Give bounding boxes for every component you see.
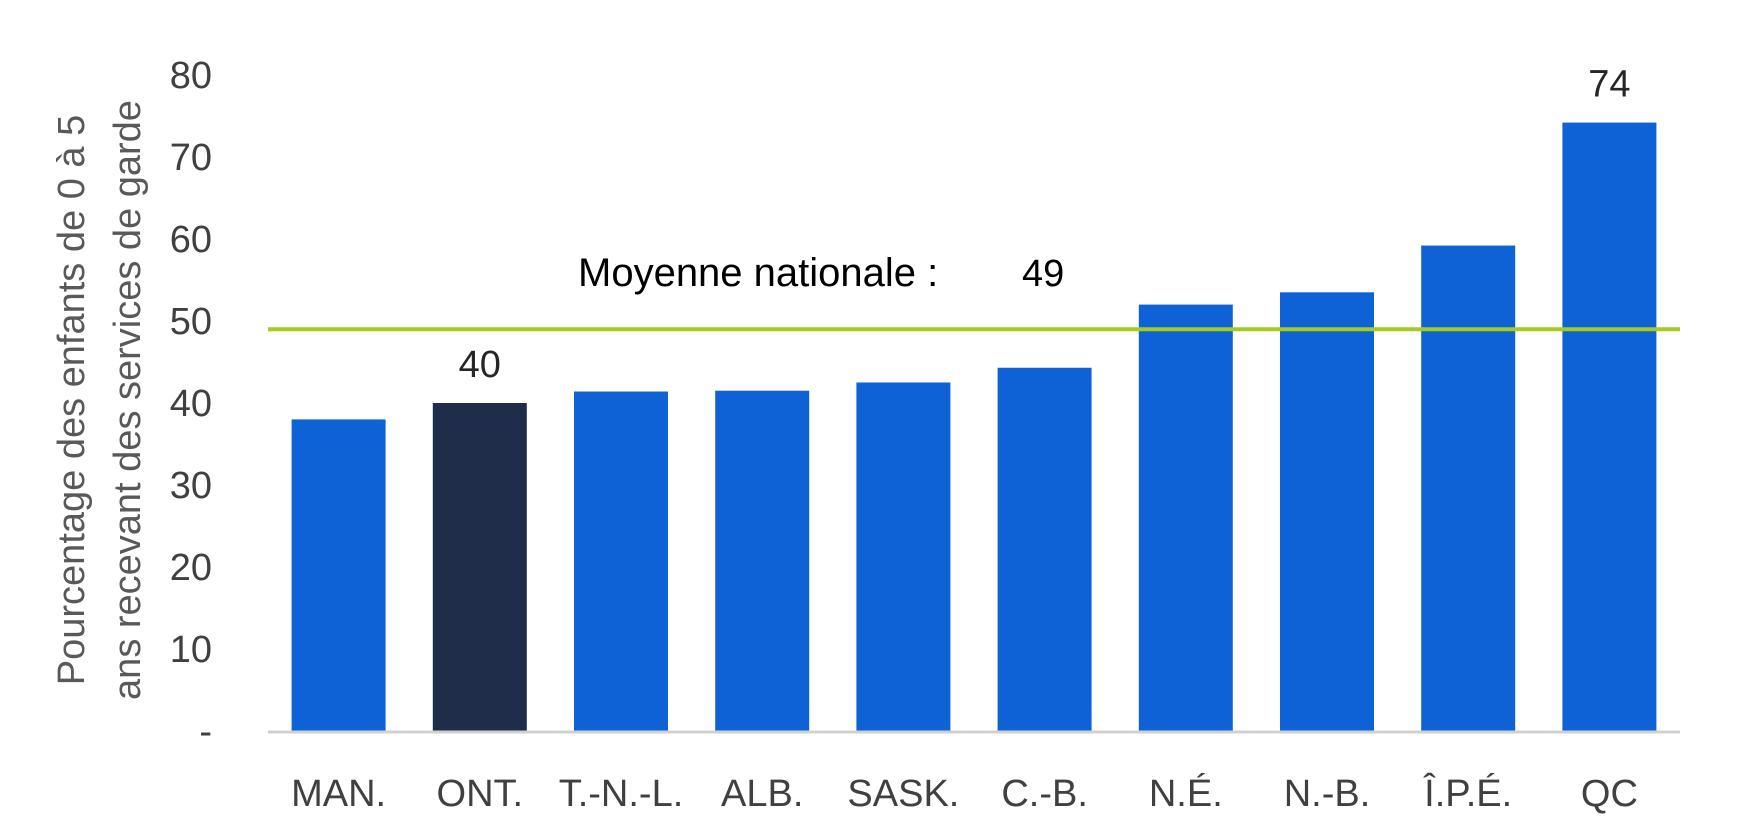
y-tick-label: 60 [170,219,212,261]
x-axis-categories: MAN. ONT. T.-N.-L. ALB. SASK. C.-B. N.É. N.-B. Î… [291,772,1638,815]
x-tick-label: N.É. [1149,772,1223,815]
bar-n [1138,304,1233,731]
x-tick-label: N.-B. [1284,773,1371,815]
x-tick-label: MAN. [291,773,386,815]
y-tick-label: 80 [170,55,212,97]
bar-c-b [997,367,1092,731]
x-tick-label: C.-B. [1001,773,1088,815]
bar-alb [715,390,810,731]
bar-qc [1562,122,1657,731]
reference-line-label: Moyenne nationale : [578,251,938,295]
bar-p [1421,245,1516,731]
bar-sask [856,382,951,731]
y-tick-label: - [199,711,212,753]
bar-n-b [1280,292,1374,731]
y-tick-label: 10 [170,629,212,671]
y-axis-title-line-1: Pourcentage des enfants de 0 à 5 [51,115,93,685]
y-tick-label: 30 [170,465,212,507]
data-label: 40 [459,344,501,386]
bar-man [291,419,386,731]
y-tick-label: 70 [170,137,212,179]
y-axis-ticks: - 10 20 30 40 50 60 70 80 [170,55,212,753]
data-label: 74 [1588,64,1630,106]
data-labels: 40 74 [459,64,1631,386]
reference-line-group: Moyenne nationale : 49 [268,251,1680,332]
bar-ont [432,403,527,731]
x-tick-label: ALB. [721,773,803,815]
y-axis-title-line-2: ans recevant des services de garde [107,100,149,700]
bar-t-n-l [574,391,668,731]
y-tick-label: 20 [170,547,212,589]
x-tick-label: SASK. [847,773,959,815]
x-tick-label: T.-N.-L. [559,773,684,815]
y-tick-label: 40 [170,383,212,425]
reference-line-value: 49 [1022,253,1064,295]
x-tick-label: QC [1581,773,1638,815]
x-tick-label: ONT. [437,773,524,815]
x-tick-label: Î.P.É. [1423,772,1512,815]
bars [291,122,1657,731]
y-tick-label: 50 [170,301,212,343]
y-axis-title: Pourcentage des enfants de 0 à 5 ans rec… [51,100,149,700]
